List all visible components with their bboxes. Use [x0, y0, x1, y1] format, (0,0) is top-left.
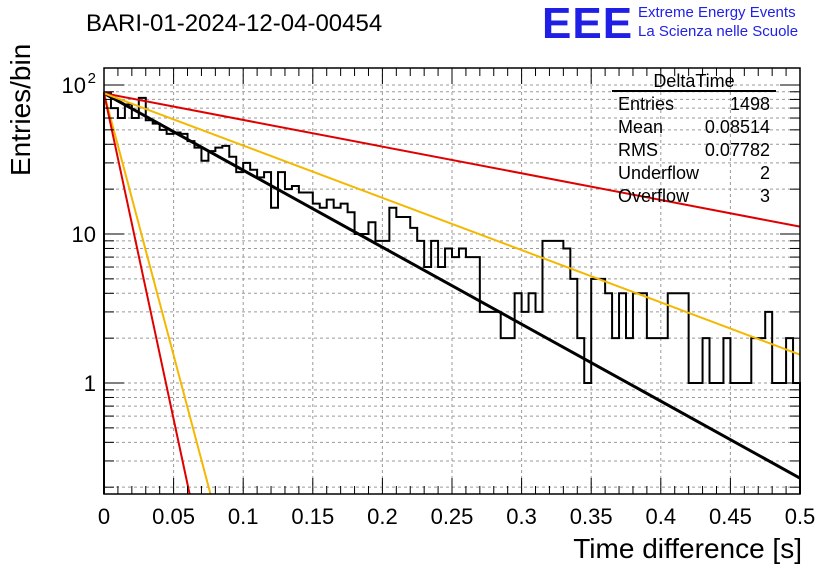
stats-row-value: 2: [760, 163, 770, 183]
x-tick-label: 0.1: [228, 504, 259, 529]
x-tick-label: 0.2: [367, 504, 398, 529]
stats-row-value: 3: [760, 186, 770, 206]
y-tick-label: 10: [72, 222, 96, 247]
brand-line-2: La Scienza nelle Scuole: [638, 23, 799, 40]
x-tick-label: 0.35: [570, 504, 613, 529]
stats-row-value: 0.08514: [705, 117, 770, 137]
y-tick-label: 1: [84, 371, 96, 396]
stats-header: DeltaTime: [653, 71, 734, 91]
fit-curves: [103, 91, 801, 495]
stats-row-label: Overflow: [618, 186, 690, 206]
curve-orange-slow-line: [103, 92, 801, 356]
histogram-line: [103, 92, 801, 494]
eee-logo: EEE: [542, 0, 634, 48]
fit-line: [103, 91, 801, 480]
brand-line-1: Extreme Energy Events: [638, 4, 796, 21]
stats-row-value: 0.07782: [705, 140, 770, 160]
axes: [103, 67, 801, 495]
stats-box: DeltaTime Entries 1498 Mean 0.08514 RMS 0.0778…: [612, 71, 776, 206]
curve-red-slow-line: [103, 92, 801, 228]
x-tick-label: 0: [98, 504, 110, 529]
x-tick-labels: 0 0.05 0.1 0.15 0.2 0.25 0.3 0.35 0.4 0.45 0.5: [98, 504, 815, 529]
y-tick-label: 10: [62, 73, 86, 98]
x-tick-label: 0.3: [506, 504, 537, 529]
y-tick-exponent: 2: [88, 70, 96, 87]
stats-row-label: Mean: [618, 117, 663, 137]
stats-row-value: 1498: [730, 94, 770, 114]
stats-row-label: RMS: [618, 140, 658, 160]
x-tick-label: 0.45: [709, 504, 752, 529]
curve-red-fast-line: [103, 93, 191, 495]
x-tick-label: 0.5: [785, 504, 816, 529]
page-title: BARI-01-2024-12-04-00454: [86, 10, 383, 37]
x-tick-label: 0.05: [152, 504, 195, 529]
x-tick-label: 0.4: [646, 504, 677, 529]
stats-row-label: Underflow: [618, 163, 700, 183]
x-tick-label: 0.15: [291, 504, 334, 529]
x-axis-label: Time difference [s]: [573, 533, 802, 564]
histogram-series: [103, 92, 801, 494]
curve-orange-fast-line: [103, 92, 212, 495]
stats-row-label: Entries: [618, 94, 674, 114]
plot-frame: [103, 67, 801, 495]
x-tick-label: 0.25: [431, 504, 474, 529]
